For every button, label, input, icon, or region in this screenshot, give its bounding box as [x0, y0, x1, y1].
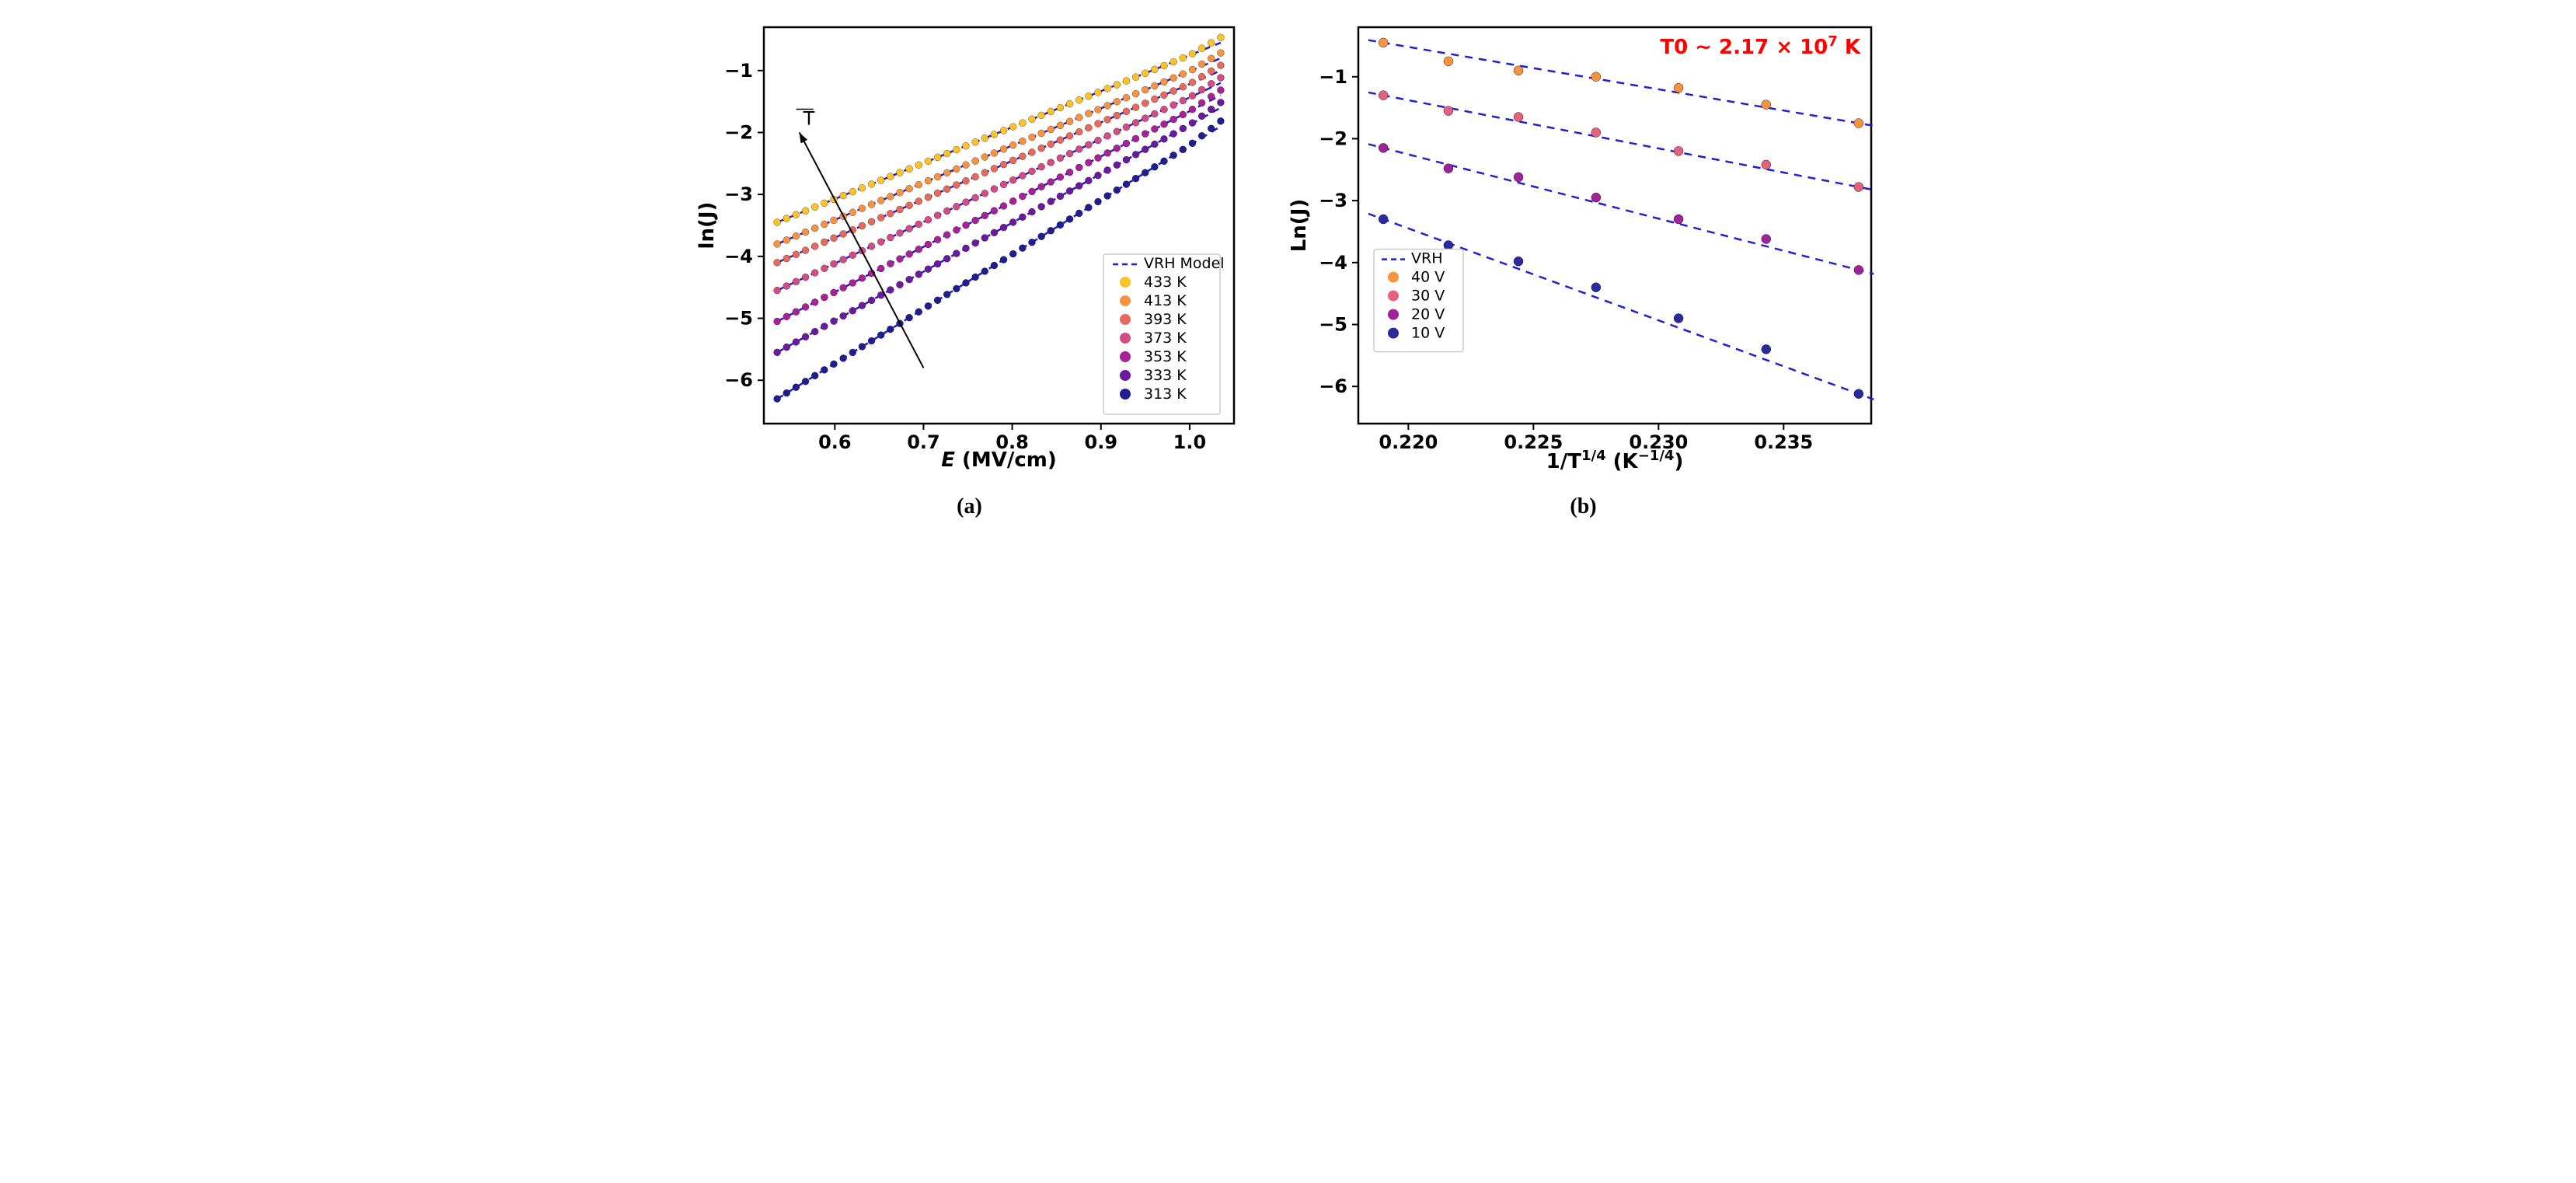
- svg-text:−4: −4: [1319, 252, 1347, 274]
- plot-a-area: 0.60.70.80.91.0−6−5−4−3−2−1E (MV/cm)ln(J…: [690, 16, 1250, 485]
- subplot-label-a: (a): [957, 494, 982, 519]
- svg-text:VRH Model: VRH Model: [1144, 255, 1225, 272]
- svg-text:T: T: [802, 107, 814, 129]
- svg-text:−5: −5: [1319, 314, 1347, 336]
- svg-text:1.0: 1.0: [1173, 431, 1206, 453]
- chart-b-svg: 0.2200.2250.2300.235−6−5−4−3−2−11/T1/4 (…: [1281, 16, 1887, 482]
- svg-text:Ln(J): Ln(J): [1288, 199, 1311, 253]
- svg-text:0.235: 0.235: [1754, 431, 1813, 453]
- svg-text:−1: −1: [724, 60, 753, 82]
- svg-text:ln(J): ln(J): [695, 202, 719, 250]
- figure-container: 0.60.70.80.91.0−6−5−4−3−2−1E (MV/cm)ln(J…: [16, 16, 2560, 519]
- svg-text:−6: −6: [1319, 375, 1347, 397]
- svg-text:0.220: 0.220: [1379, 431, 1438, 453]
- svg-text:20 V: 20 V: [1411, 306, 1445, 323]
- plot-b-area: 0.2200.2250.2300.235−6−5−4−3−2−11/T1/4 (…: [1281, 16, 1887, 485]
- svg-text:313 K: 313 K: [1144, 386, 1187, 403]
- svg-text:−2: −2: [1319, 127, 1347, 149]
- svg-text:−4: −4: [724, 246, 753, 267]
- svg-text:433 K: 433 K: [1144, 274, 1187, 291]
- svg-text:10 V: 10 V: [1411, 325, 1445, 342]
- panel-a: 0.60.70.80.91.0−6−5−4−3−2−1E (MV/cm)ln(J…: [690, 16, 1250, 519]
- svg-text:−5: −5: [724, 308, 753, 330]
- svg-text:−3: −3: [724, 183, 753, 205]
- svg-text:413 K: 413 K: [1144, 292, 1187, 309]
- svg-text:VRH: VRH: [1411, 250, 1443, 267]
- svg-text:−6: −6: [724, 369, 753, 391]
- svg-text:353 K: 353 K: [1144, 348, 1187, 365]
- svg-text:40 V: 40 V: [1411, 269, 1445, 286]
- svg-text:373 K: 373 K: [1144, 330, 1187, 347]
- svg-text:−1: −1: [1319, 66, 1347, 88]
- panel-b: 0.2200.2250.2300.235−6−5−4−3−2−11/T1/4 (…: [1281, 16, 1887, 519]
- svg-text:0.6: 0.6: [818, 431, 852, 453]
- svg-text:393 K: 393 K: [1144, 311, 1187, 328]
- svg-text:1/T1/4 (K−1/4): 1/T1/4 (K−1/4): [1546, 448, 1683, 474]
- svg-text:T0 ~ 2.17 × 107 K: T0 ~ 2.17 × 107 K: [1660, 33, 1861, 60]
- svg-text:0.9: 0.9: [1084, 431, 1117, 453]
- svg-text:−2: −2: [724, 121, 753, 143]
- chart-a-svg: 0.60.70.80.91.0−6−5−4−3−2−1E (MV/cm)ln(J…: [690, 16, 1250, 482]
- subplot-label-b: (b): [1570, 494, 1596, 519]
- svg-text:30 V: 30 V: [1411, 288, 1445, 305]
- svg-text:E (MV/cm): E (MV/cm): [941, 448, 1057, 472]
- svg-text:−3: −3: [1319, 190, 1347, 211]
- svg-text:333 K: 333 K: [1144, 367, 1187, 384]
- svg-text:0.7: 0.7: [907, 431, 940, 453]
